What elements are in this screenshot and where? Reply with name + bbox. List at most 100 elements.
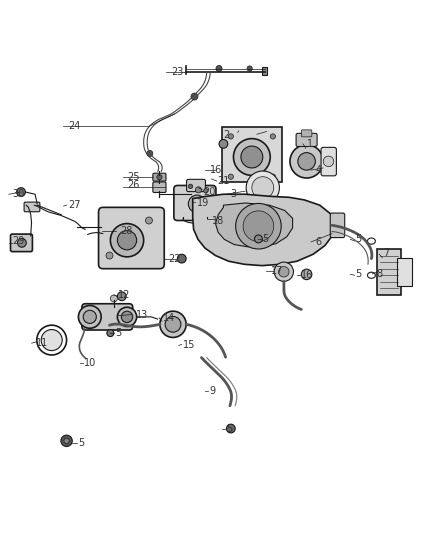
Text: 24: 24 bbox=[68, 122, 80, 131]
Text: 16: 16 bbox=[301, 270, 314, 280]
Text: 26: 26 bbox=[127, 181, 139, 190]
Circle shape bbox=[61, 435, 72, 447]
Circle shape bbox=[236, 204, 281, 249]
Text: 16: 16 bbox=[210, 165, 223, 175]
FancyBboxPatch shape bbox=[321, 147, 336, 176]
FancyBboxPatch shape bbox=[153, 182, 166, 192]
Circle shape bbox=[160, 311, 186, 337]
Circle shape bbox=[41, 329, 62, 351]
FancyBboxPatch shape bbox=[99, 207, 164, 269]
Text: 3: 3 bbox=[230, 189, 236, 199]
Text: 27: 27 bbox=[68, 200, 81, 210]
Polygon shape bbox=[193, 194, 335, 265]
FancyBboxPatch shape bbox=[187, 179, 205, 191]
Text: 9: 9 bbox=[209, 386, 215, 397]
Text: 23: 23 bbox=[171, 67, 183, 77]
Text: 15: 15 bbox=[183, 341, 195, 350]
Text: 30: 30 bbox=[12, 189, 25, 199]
Text: 14: 14 bbox=[163, 313, 176, 323]
Text: 12: 12 bbox=[118, 290, 131, 300]
Text: 7: 7 bbox=[383, 248, 389, 259]
Text: 5: 5 bbox=[355, 235, 361, 244]
Circle shape bbox=[216, 66, 222, 71]
Circle shape bbox=[252, 177, 274, 199]
FancyBboxPatch shape bbox=[262, 67, 267, 75]
Circle shape bbox=[254, 235, 262, 243]
FancyBboxPatch shape bbox=[222, 127, 282, 182]
FancyBboxPatch shape bbox=[174, 185, 216, 221]
Circle shape bbox=[188, 184, 193, 189]
Text: 1: 1 bbox=[307, 139, 313, 149]
Circle shape bbox=[110, 295, 117, 302]
Circle shape bbox=[298, 152, 315, 170]
Circle shape bbox=[243, 211, 274, 241]
Circle shape bbox=[241, 146, 263, 168]
Circle shape bbox=[157, 174, 162, 180]
Circle shape bbox=[228, 134, 233, 139]
Circle shape bbox=[121, 311, 133, 322]
Text: 4: 4 bbox=[315, 165, 321, 175]
Circle shape bbox=[110, 223, 144, 257]
Circle shape bbox=[18, 238, 26, 247]
Circle shape bbox=[147, 150, 153, 157]
Circle shape bbox=[274, 262, 293, 281]
Circle shape bbox=[323, 156, 334, 167]
Text: 5: 5 bbox=[262, 234, 268, 244]
Circle shape bbox=[117, 292, 126, 301]
Text: 21: 21 bbox=[217, 176, 229, 186]
Circle shape bbox=[219, 140, 228, 148]
Circle shape bbox=[117, 231, 137, 250]
Circle shape bbox=[193, 199, 201, 208]
FancyBboxPatch shape bbox=[153, 173, 166, 181]
Text: 18: 18 bbox=[212, 215, 225, 225]
Circle shape bbox=[204, 189, 208, 193]
Circle shape bbox=[64, 438, 69, 443]
FancyBboxPatch shape bbox=[301, 130, 312, 137]
Text: 25: 25 bbox=[127, 172, 140, 182]
Circle shape bbox=[226, 424, 235, 433]
Text: 8: 8 bbox=[377, 269, 383, 279]
Circle shape bbox=[106, 252, 113, 259]
Text: 6: 6 bbox=[315, 237, 321, 247]
Text: 29: 29 bbox=[12, 236, 25, 246]
Circle shape bbox=[191, 93, 198, 100]
Circle shape bbox=[195, 187, 201, 193]
Circle shape bbox=[247, 66, 252, 71]
FancyBboxPatch shape bbox=[210, 197, 221, 209]
Circle shape bbox=[165, 317, 181, 332]
Circle shape bbox=[188, 195, 206, 213]
FancyBboxPatch shape bbox=[11, 234, 32, 252]
Circle shape bbox=[279, 266, 289, 277]
Text: 5: 5 bbox=[226, 424, 232, 434]
Circle shape bbox=[270, 174, 276, 179]
Circle shape bbox=[83, 310, 96, 324]
Text: 11: 11 bbox=[36, 338, 48, 348]
Circle shape bbox=[117, 307, 137, 327]
Text: 10: 10 bbox=[84, 358, 96, 368]
Circle shape bbox=[270, 134, 276, 139]
Polygon shape bbox=[215, 203, 293, 247]
Text: 5: 5 bbox=[355, 269, 361, 279]
Circle shape bbox=[290, 145, 323, 178]
Circle shape bbox=[301, 269, 312, 280]
Text: 5: 5 bbox=[78, 438, 84, 448]
Circle shape bbox=[17, 188, 25, 197]
FancyBboxPatch shape bbox=[24, 202, 40, 212]
Text: 13: 13 bbox=[136, 310, 148, 320]
Text: 28: 28 bbox=[120, 225, 133, 236]
FancyBboxPatch shape bbox=[82, 304, 133, 330]
Text: 5: 5 bbox=[115, 328, 121, 338]
Text: 22: 22 bbox=[169, 254, 181, 264]
Circle shape bbox=[107, 329, 114, 336]
Circle shape bbox=[78, 305, 101, 328]
FancyBboxPatch shape bbox=[296, 133, 317, 147]
Circle shape bbox=[228, 174, 233, 179]
Circle shape bbox=[246, 171, 279, 204]
Text: 19: 19 bbox=[197, 198, 209, 208]
Text: 2: 2 bbox=[223, 130, 230, 140]
FancyBboxPatch shape bbox=[397, 258, 412, 286]
Text: 17: 17 bbox=[271, 266, 283, 276]
Circle shape bbox=[233, 139, 270, 175]
Text: 20: 20 bbox=[204, 187, 216, 197]
FancyBboxPatch shape bbox=[377, 249, 401, 295]
